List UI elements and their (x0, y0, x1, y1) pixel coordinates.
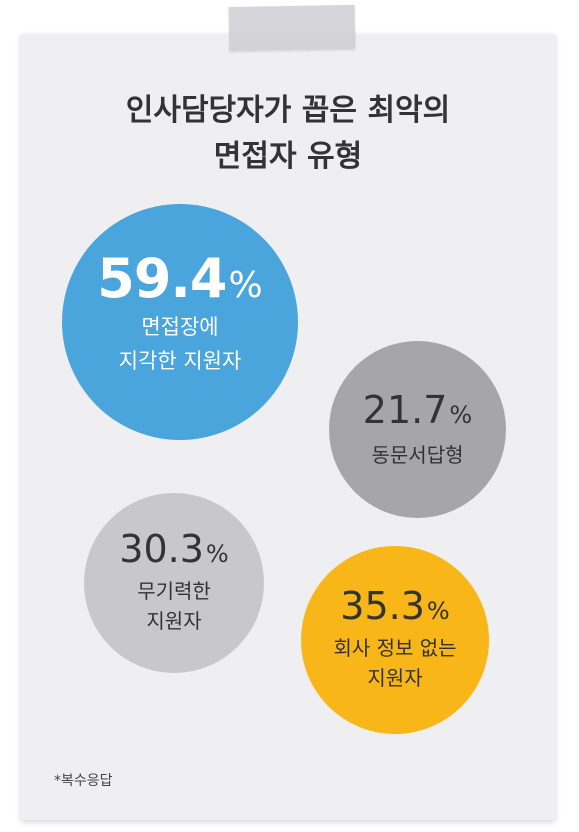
bubble-irrelevant-answer: 21.7% 동문서답형 (329, 341, 506, 518)
bubble-late-applicant: 59.4% 면접장에 지각한 지원자 (62, 204, 298, 440)
tape-decoration (228, 4, 356, 52)
bubble-label: 면접장에 지각한 지원자 (118, 315, 242, 373)
value-unit: % (426, 597, 450, 625)
bubble-value: 35.3% (340, 587, 449, 625)
value-number: 30.3 (119, 527, 204, 571)
bubble-label: 회사 정보 없는 지원자 (333, 636, 457, 690)
value-number: 35.3 (340, 584, 425, 628)
bubble-value: 30.3% (119, 530, 228, 568)
value-unit: % (205, 540, 229, 568)
bubble-lethargic-applicant: 30.3% 무기력한 지원자 (84, 493, 264, 673)
chart-title: 인사담당자가 꼽은 최악의 면접자 유형 (21, 88, 555, 180)
footnote: *복수응답 (54, 773, 113, 789)
chart-title-line-2: 면접자 유형 (213, 139, 363, 174)
bubble-label: 무기력한 지원자 (137, 579, 211, 633)
value-unit: % (228, 265, 263, 306)
chart-title-line-1: 인사담당자가 꼽은 최악의 (125, 93, 451, 128)
value-number: 21.7 (362, 388, 448, 432)
bubble-no-company-info: 35.3% 회사 정보 없는 지원자 (301, 546, 489, 734)
value-unit: % (449, 401, 473, 429)
bubble-value: 59.4% (97, 252, 262, 306)
value-number: 59.4 (97, 247, 227, 310)
bubble-value: 21.7% (363, 391, 472, 429)
bubble-label: 동문서답형 (371, 443, 464, 467)
